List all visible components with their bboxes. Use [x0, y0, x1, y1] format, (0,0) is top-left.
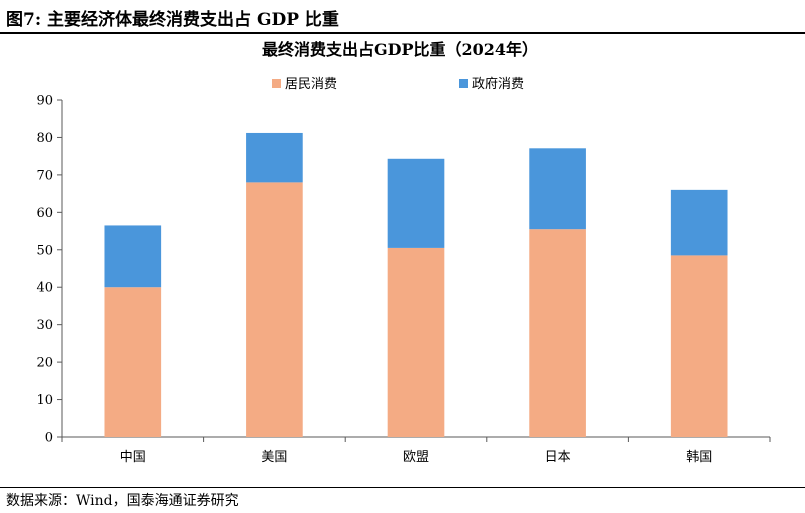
y-tick-label: 70 [36, 168, 53, 183]
source-note: 数据来源：Wind，国泰海通证券研究 [6, 493, 239, 509]
y-axis: 0 10 20 30 40 50 60 70 80 90 [36, 94, 63, 446]
bottom-rule [0, 487, 805, 488]
y-tick-label: 30 [36, 318, 53, 333]
bars [104, 132, 728, 437]
bar-government [670, 189, 728, 256]
top-rule [0, 32, 805, 34]
y-tick-label: 40 [36, 281, 53, 296]
bar-government [529, 148, 586, 230]
y-tick-label: 0 [45, 431, 53, 446]
y-tick-label: 10 [36, 393, 53, 408]
y-tick-label: 60 [36, 206, 53, 221]
x-tick-label: 美国 [261, 450, 287, 465]
legend: 居民消费 政府消费 [272, 77, 524, 92]
bar-household [387, 247, 445, 437]
legend-label: 政府消费 [472, 77, 524, 92]
bar-household [529, 229, 586, 437]
bar-household [104, 287, 162, 437]
bar-household [246, 182, 303, 437]
y-tick-label: 80 [36, 131, 53, 146]
legend-swatch [272, 79, 281, 88]
bar-government [387, 158, 445, 248]
bar-government [104, 225, 162, 288]
y-tick-label: 90 [36, 94, 53, 109]
legend-label: 居民消费 [285, 77, 337, 92]
y-tick-label: 50 [36, 243, 53, 258]
bar-government [246, 132, 303, 183]
chart-title: 最终消费支出占GDP比重（2024年） [262, 40, 538, 59]
legend-swatch [459, 79, 468, 88]
x-axis: 中国 美国 欧盟 日本 韩国 [61, 436, 771, 465]
y-tick-label: 20 [36, 356, 53, 371]
x-tick-label: 韩国 [686, 450, 712, 465]
x-tick-label: 欧盟 [403, 450, 429, 465]
x-tick-label: 日本 [545, 450, 571, 465]
bar-household [670, 255, 728, 437]
x-tick-label: 中国 [120, 450, 146, 465]
figure-title: 图7: 主要经济体最终消费支出占 GDP 比重 [6, 10, 339, 30]
